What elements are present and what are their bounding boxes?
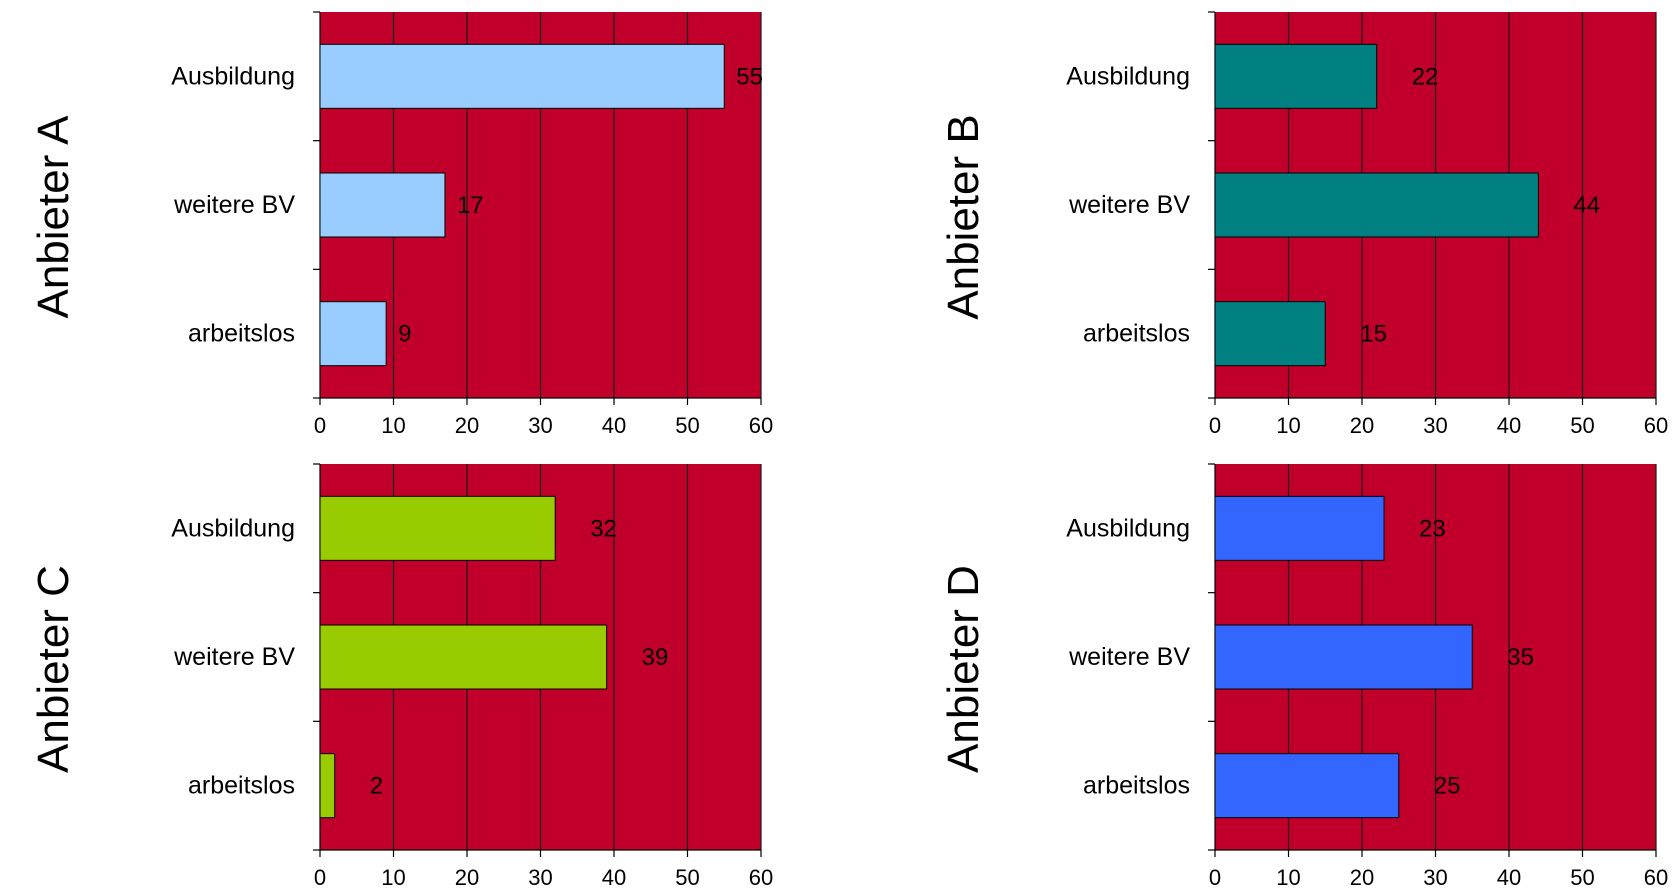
chart-panel-3: 0 10 20 30 40 50 60 Ausbildung 32 weitere BV 39 arb… (29, 463, 773, 890)
x-tick-label: 0 (314, 413, 326, 438)
panel-title: Anbieter A (29, 115, 78, 319)
data-label: 9 (398, 321, 411, 348)
category-label: arbeitslos (188, 320, 295, 348)
bar (319, 624, 608, 690)
category-label: weitere BV (173, 191, 295, 219)
chart-panel-1: 0 10 20 30 40 50 60 Ausbildung 55 weitere BV 17 arb… (29, 11, 773, 438)
bar (319, 43, 725, 109)
x-tick-label: 30 (1423, 413, 1447, 438)
panel-title: Anbieter B (939, 114, 988, 319)
category-label: Ausbildung (1066, 514, 1190, 542)
x-tick-label: 0 (1209, 413, 1221, 438)
x-tick-label: 0 (1209, 865, 1221, 890)
x-tick-label: 60 (749, 413, 773, 438)
chart-panel-2: 0 10 20 30 40 50 60 Ausbildung 22 weitere BV 44 arb… (939, 11, 1668, 438)
x-tick-label: 60 (749, 865, 773, 890)
panel-title: Anbieter D (939, 565, 988, 773)
category-label: Ausbildung (171, 514, 295, 542)
data-label: 44 (1573, 192, 1600, 219)
category-label: Ausbildung (171, 62, 295, 90)
panel-title: Anbieter C (29, 565, 78, 773)
bar (1214, 43, 1378, 109)
data-label: 2 (370, 773, 383, 800)
x-tick-label: 30 (528, 413, 552, 438)
category-label: weitere BV (173, 643, 295, 671)
data-label: 35 (1507, 644, 1534, 671)
x-tick-label: 50 (675, 413, 699, 438)
bar (319, 753, 336, 819)
category-label: weitere BV (1068, 643, 1190, 671)
bar (319, 172, 446, 238)
x-tick-label: 20 (455, 413, 479, 438)
x-tick-label: 20 (1350, 413, 1374, 438)
category-label: Ausbildung (1066, 62, 1190, 90)
category-label: arbeitslos (1083, 772, 1190, 800)
bar (319, 301, 387, 367)
data-label: 17 (457, 192, 484, 219)
x-tick-label: 50 (1570, 413, 1594, 438)
bar (1214, 495, 1385, 561)
x-tick-label: 20 (1350, 865, 1374, 890)
data-label: 23 (1419, 515, 1446, 542)
data-label: 39 (642, 644, 669, 671)
x-tick-label: 10 (1276, 865, 1300, 890)
x-tick-label: 60 (1644, 865, 1668, 890)
x-tick-label: 50 (1570, 865, 1594, 890)
x-tick-label: 60 (1644, 413, 1668, 438)
x-tick-label: 40 (602, 413, 626, 438)
bar (1214, 301, 1326, 367)
bar (1214, 172, 1539, 238)
x-tick-label: 40 (1497, 413, 1521, 438)
data-label: 55 (736, 63, 763, 90)
category-label: arbeitslos (1083, 320, 1190, 348)
x-tick-label: 30 (528, 865, 552, 890)
chart-panel-4: 0 10 20 30 40 50 60 Ausbildung 23 weitere BV 35 arb… (939, 463, 1668, 890)
data-label: 32 (590, 515, 617, 542)
x-tick-label: 20 (455, 865, 479, 890)
category-label: arbeitslos (188, 772, 295, 800)
bar (1214, 753, 1400, 819)
x-tick-label: 30 (1423, 865, 1447, 890)
bar (319, 495, 556, 561)
bar (1214, 624, 1473, 690)
category-label: weitere BV (1068, 191, 1190, 219)
data-label: 15 (1360, 321, 1387, 348)
x-tick-label: 40 (1497, 865, 1521, 890)
x-tick-label: 0 (314, 865, 326, 890)
x-tick-label: 10 (1276, 413, 1300, 438)
x-tick-label: 10 (381, 865, 405, 890)
x-tick-label: 10 (381, 413, 405, 438)
x-tick-label: 40 (602, 865, 626, 890)
x-tick-label: 50 (675, 865, 699, 890)
data-label: 25 (1434, 773, 1461, 800)
data-label: 22 (1412, 63, 1439, 90)
